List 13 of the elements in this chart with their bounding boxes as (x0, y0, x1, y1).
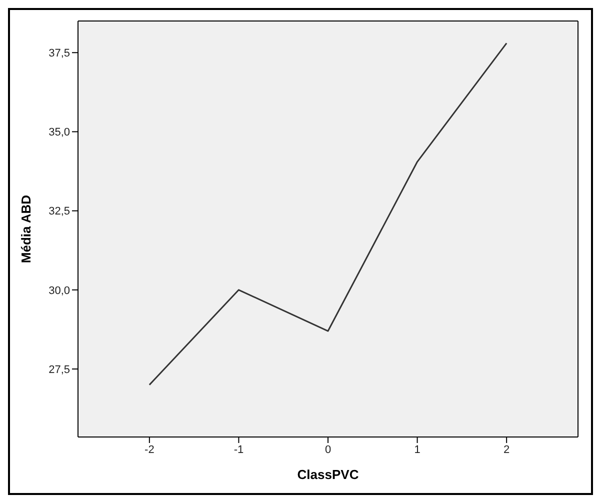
y-tick-label: 37,5 (48, 48, 70, 60)
x-axis-title: ClassPVC (297, 467, 360, 482)
x-tick-label: -1 (234, 444, 244, 456)
x-tick-label: 2 (504, 444, 510, 456)
x-tick-label: 1 (414, 444, 420, 456)
y-axis-title: Média ABD (18, 194, 34, 264)
x-tick-label: -2 (144, 444, 154, 456)
x-tick-label: 0 (324, 444, 332, 456)
y-tick-label: 27,5 (48, 364, 70, 376)
line-series (148, 42, 508, 386)
y-tick-label: 30,0 (48, 284, 70, 297)
y-tick-label: 35,0 (48, 126, 70, 139)
y-tick-label: 32,5 (48, 206, 70, 218)
